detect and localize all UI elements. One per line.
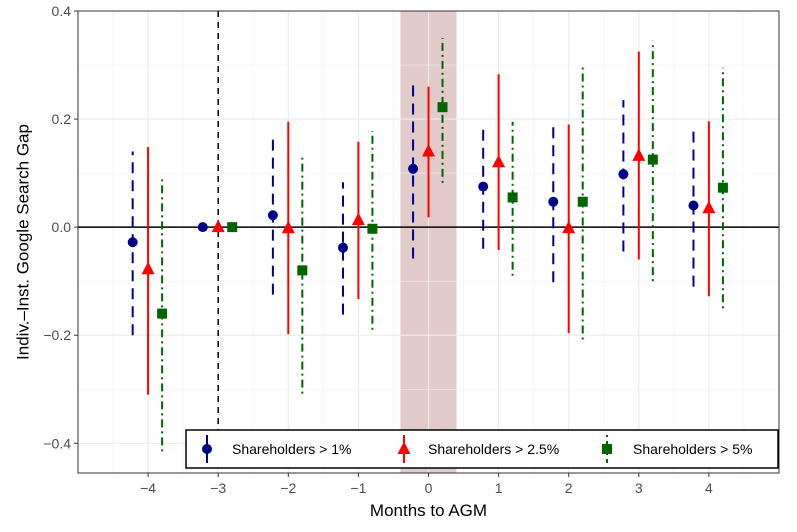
square-point: [157, 308, 168, 319]
x-tick-label: −2: [280, 480, 296, 496]
triangle-point: [492, 154, 506, 168]
triangle-point: [211, 219, 225, 233]
x-tick-label: 1: [495, 480, 503, 496]
square-point: [367, 223, 378, 234]
y-tick-label: 0.2: [52, 111, 72, 127]
legend-label: Shareholders > 1%: [232, 441, 351, 457]
circle-point: [688, 200, 699, 211]
x-tick-label: −1: [350, 480, 366, 496]
legend: Shareholders > 1% Shareholders > 2.5% Shar…: [185, 429, 779, 469]
panel-border: [77, 10, 780, 474]
grid: [78, 10, 779, 473]
circle-point: [408, 163, 419, 174]
square-point: [437, 102, 448, 113]
legend-key-triangle: [397, 441, 411, 454]
y-axis-title: Indiv.–Inst. Google Search Gap: [13, 124, 32, 360]
circle-point: [127, 237, 138, 248]
triangle-point: [702, 200, 716, 214]
series-square: [157, 38, 728, 452]
square-point: [227, 222, 238, 233]
x-tick-label: 3: [635, 480, 643, 496]
square-point: [577, 196, 588, 207]
legend-label: Shareholders > 2.5%: [428, 441, 559, 457]
x-tick-label: 4: [705, 480, 713, 496]
x-tick-label: 2: [565, 480, 573, 496]
x-tick-label: 0: [425, 480, 433, 496]
circle-point: [267, 210, 278, 221]
axes: −4 −3 −2 −1 0 1 2 3 4 −0.4 −0.2 0.0 0.2 0.4: [43, 3, 780, 496]
square-point: [507, 192, 518, 203]
circle-point: [337, 242, 348, 253]
square-point: [717, 182, 728, 193]
x-axis-title: Months to AGM: [370, 501, 487, 520]
legend-box: [185, 429, 779, 469]
y-tick-label: 0.4: [52, 3, 72, 19]
series-triangle: [141, 51, 716, 395]
triangle-point: [422, 143, 435, 157]
y-tick-label: 0.0: [52, 219, 72, 235]
series-circle: [127, 80, 699, 336]
square-point: [647, 154, 658, 165]
y-tick-label: −0.4: [43, 435, 71, 451]
legend-label: Shareholders > 5%: [633, 441, 752, 457]
y-tick-label: −0.2: [43, 327, 71, 343]
triangle-point: [351, 212, 365, 226]
triangle-point: [632, 148, 646, 161]
legend-key-circle: [202, 444, 212, 454]
triangle-point: [141, 261, 155, 275]
triangle-point: [562, 220, 576, 234]
circle-point: [478, 181, 489, 192]
circle-point: [548, 196, 559, 207]
x-tick-label: −4: [140, 480, 156, 496]
square-point: [297, 265, 308, 276]
circle-point: [197, 222, 208, 233]
legend-key-square: [602, 444, 612, 454]
series-layer: [127, 38, 728, 452]
reference-lines: [78, 11, 779, 473]
x-tick-label: −3: [210, 480, 226, 496]
circle-point: [618, 169, 629, 180]
triangle-point: [281, 220, 295, 234]
